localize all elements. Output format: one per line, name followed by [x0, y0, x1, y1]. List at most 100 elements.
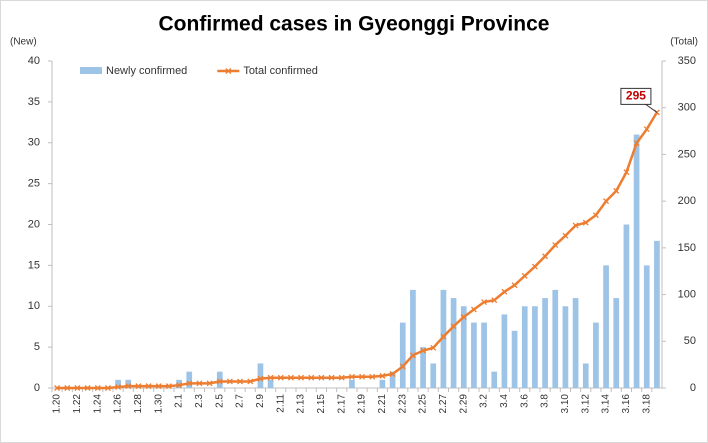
line-marker: [338, 374, 345, 381]
bar: [115, 379, 121, 388]
legend-label: Newly confirmed: [106, 65, 187, 77]
bar: [399, 322, 406, 388]
x-tick-label: 2.23: [397, 394, 408, 414]
x-tick-label: 3.12: [580, 394, 591, 414]
y2-tick-label: 350: [678, 55, 696, 67]
line-marker: [257, 375, 264, 382]
y-tick-label: 25: [28, 178, 40, 190]
x-tick-label: 2.7: [235, 394, 246, 408]
x-tick-label: 2.17: [336, 394, 347, 414]
line-marker: [481, 299, 488, 306]
data-label: 295: [626, 89, 646, 103]
line-marker: [277, 374, 284, 381]
x-tick-label: 1.24: [92, 394, 103, 414]
line-marker: [491, 297, 498, 304]
bar: [603, 265, 609, 388]
line-marker: [552, 242, 559, 249]
line-marker: [531, 263, 538, 270]
line-marker: [125, 383, 132, 390]
bar: [582, 363, 589, 388]
line-marker: [226, 378, 233, 385]
bar: [521, 306, 528, 388]
y2-tick-label: 200: [678, 195, 696, 207]
line-marker: [104, 385, 111, 391]
bar: [562, 306, 569, 388]
y-tick-label: 10: [28, 300, 40, 312]
line-marker: [54, 385, 61, 391]
line-marker: [623, 169, 630, 176]
x-tick-label: 1.26: [113, 394, 124, 414]
line-marker: [643, 126, 650, 133]
line-marker: [359, 373, 366, 380]
y-axis-label: (New): [10, 37, 37, 48]
bar: [491, 371, 498, 388]
x-tick-label: 2.11: [275, 394, 286, 413]
x-tick-label: 3.18: [641, 394, 652, 414]
line-marker: [379, 372, 386, 379]
x-tick-label: 1.22: [72, 394, 83, 414]
bar: [593, 322, 599, 388]
bar: [349, 379, 355, 388]
line-marker: [430, 344, 437, 351]
x-tick-label: 3.4: [499, 394, 510, 408]
y2-tick-label: 250: [678, 148, 696, 160]
line-marker: [440, 333, 447, 340]
line-marker: [399, 363, 406, 370]
x-tick-label: 2.21: [377, 394, 388, 414]
line-marker: [450, 323, 457, 330]
y-tick-label: 0: [34, 382, 40, 394]
x-tick-label: 2.13: [296, 394, 307, 414]
bar: [379, 379, 386, 388]
line-marker: [460, 314, 467, 320]
line-marker: [206, 380, 213, 387]
legend-swatch: [80, 67, 102, 74]
line-marker: [145, 383, 152, 390]
x-tick-label: 3.6: [519, 394, 530, 408]
x-tick-label: 2.5: [214, 394, 225, 408]
x-tick-label: 2.3: [194, 394, 205, 408]
line-marker: [633, 140, 640, 147]
y2-tick-label: 300: [678, 102, 696, 114]
line-marker: [409, 352, 416, 359]
line-marker: [501, 288, 508, 295]
bar: [460, 306, 467, 388]
line-marker: [308, 374, 315, 381]
line-marker: [196, 380, 203, 387]
y2-tick-label: 100: [678, 288, 696, 300]
bar: [420, 347, 426, 388]
x-tick-label: 2.15: [316, 394, 327, 414]
x-tick-label: 3.16: [621, 394, 632, 414]
line-marker: [348, 373, 355, 380]
bar: [552, 289, 559, 388]
line-marker: [572, 222, 579, 229]
x-tick-label: 3.14: [601, 394, 612, 414]
line-marker: [613, 187, 620, 194]
line-marker: [562, 232, 569, 239]
bar: [501, 314, 508, 388]
y2-tick-label: 0: [690, 382, 696, 394]
x-tick-label: 3.10: [560, 394, 571, 414]
line-marker: [603, 198, 610, 205]
y2-tick-label: 150: [678, 242, 696, 254]
line-marker: [237, 378, 244, 385]
bar: [613, 298, 620, 388]
x-tick-label: 1.30: [153, 394, 164, 414]
line-marker: [470, 306, 477, 313]
bar: [471, 322, 477, 388]
bar: [633, 134, 640, 388]
x-tick-label: 1.20: [52, 394, 63, 414]
line-marker: [155, 383, 162, 390]
bar: [125, 379, 132, 388]
line-marker: [94, 385, 101, 391]
line-marker: [592, 212, 599, 219]
line-marker: [318, 374, 325, 381]
x-tick-label: 1.28: [133, 394, 144, 414]
x-tick-label: 2.27: [438, 394, 449, 414]
bar: [481, 322, 487, 388]
line-marker: [84, 385, 91, 391]
line-marker: [420, 347, 427, 354]
bar: [176, 379, 182, 388]
